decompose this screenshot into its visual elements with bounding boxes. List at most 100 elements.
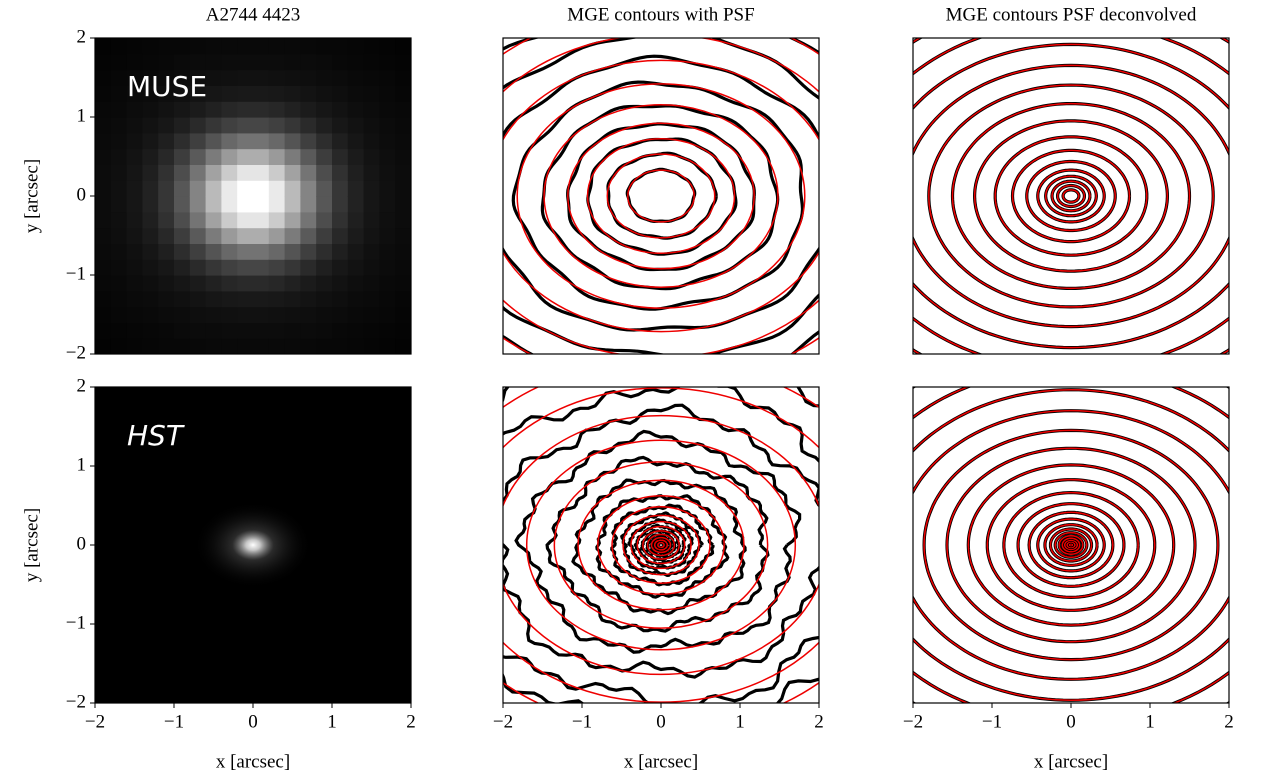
image-pixel [221,338,237,354]
image-pixel [253,133,269,149]
image-pixel [332,322,348,338]
image-pixel [379,70,395,86]
image-pixel [174,164,190,180]
image-pixel [237,275,253,291]
image-pixel [127,164,143,180]
y-axis-label: y [arcsec] [21,508,42,582]
x-tick-label: 2 [1224,711,1234,732]
image-pixel [142,164,158,180]
image-pixel [111,259,127,275]
image-pixel [190,228,206,244]
image-pixel [348,38,364,54]
image-pixel [395,228,411,244]
image-pixel [269,164,285,180]
image-pixel [300,149,316,165]
image-pixel [221,243,237,259]
image-pixel [269,243,285,259]
image-pixel [142,291,158,307]
panel-annotation: MUSE [127,70,207,103]
image-pixel [237,228,253,244]
image-pixel [174,180,190,196]
image-pixel [174,259,190,275]
image-pixel [316,85,332,101]
image-pixel [127,259,143,275]
image-pixel [364,291,380,307]
image-pixel [237,322,253,338]
image-pixel [221,70,237,86]
image-pixel [190,164,206,180]
image-pixel [174,196,190,212]
image-pixel [316,133,332,149]
x-tick-label: 1 [327,711,337,732]
image-pixel [111,133,127,149]
image-pixel [253,54,269,70]
image-pixel [300,212,316,228]
image-pixel [269,307,285,323]
image-pixel [300,243,316,259]
image-pixel [111,212,127,228]
image-pixel [332,291,348,307]
image-pixel [395,164,411,180]
image-pixel [174,54,190,70]
image-pixel [95,133,111,149]
image-pixel [190,307,206,323]
x-tick-label: −1 [982,711,1002,732]
y-tick-label: 1 [77,105,87,126]
figure: MUSEA2744 4423y [arcsec]−2−1012MGE conto… [0,0,1286,781]
image-pixel [285,212,301,228]
image-pixel [127,291,143,307]
image-pixel [285,70,301,86]
image-pixel [379,259,395,275]
y-tick-label: 0 [77,533,87,554]
image-pixel [348,259,364,275]
image-pixel [253,228,269,244]
image-pixel [300,164,316,180]
image-pixel [364,338,380,354]
image-pixel [364,38,380,54]
panel-annotation: HST [127,419,185,452]
image-pixel [206,338,222,354]
image-pixel [253,275,269,291]
image-pixel [348,164,364,180]
x-tick-label: −2 [493,711,513,732]
image-pixel [269,322,285,338]
image-pixel [395,291,411,307]
image-pixel [127,101,143,117]
image-pixel [127,338,143,354]
image-pixel [206,149,222,165]
image-pixel [142,196,158,212]
image-pixel [269,85,285,101]
image-pixel [221,275,237,291]
image-pixel [395,243,411,259]
image-pixel [158,338,174,354]
image-pixel [269,70,285,86]
image-pixel [395,322,411,338]
image-pixel [206,212,222,228]
image-pixel [316,243,332,259]
y-tick-label: −1 [66,263,86,284]
image-pixel [395,338,411,354]
image-pixel [206,70,222,86]
y-axis-label: y [arcsec] [21,159,42,233]
image-pixel [237,101,253,117]
image-pixel [253,259,269,275]
image-pixel [379,212,395,228]
image-pixel [348,322,364,338]
image-pixel [316,38,332,54]
image-pixel [332,196,348,212]
image-pixel [269,149,285,165]
image-pixel [332,164,348,180]
image-pixel [95,164,111,180]
panel-title: A2744 4423 [206,4,300,25]
image-pixel [300,54,316,70]
image-pixel [206,322,222,338]
image-pixel [269,38,285,54]
image-pixel [253,212,269,228]
image-pixel [158,243,174,259]
image-pixel [332,38,348,54]
image-pixel [206,85,222,101]
image-pixel [285,196,301,212]
y-tick-label: 0 [77,184,87,205]
image-pixel [332,243,348,259]
image-pixel [300,275,316,291]
